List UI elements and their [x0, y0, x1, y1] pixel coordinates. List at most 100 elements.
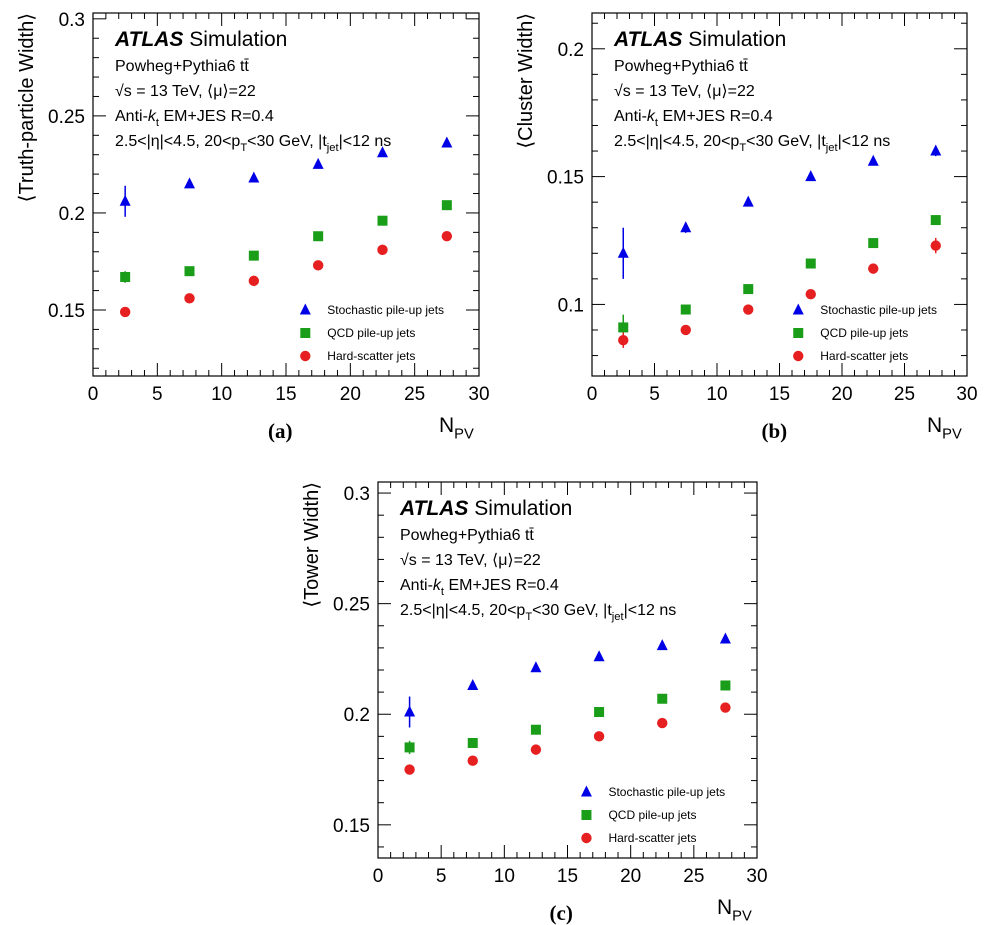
selection-label-part: 2.5<|η|<4.5, 20<p — [400, 602, 525, 619]
data-point-triangle — [719, 632, 731, 644]
data-point-square — [805, 258, 816, 269]
selection-label-part: <30 GeV, |t — [532, 602, 612, 619]
panel-label: (c) — [550, 901, 573, 925]
algorithm-label-part: Anti- — [614, 108, 647, 125]
y-axis-label: ⟨Tower Width⟩ — [301, 482, 323, 608]
x-axis-label: NPV — [439, 414, 474, 442]
x-tick-label: 30 — [746, 866, 767, 887]
data-point-triangle — [593, 650, 605, 662]
data-point-circle — [805, 288, 816, 300]
algorithm-label: Anti-kt EM+JES R=0.4 — [400, 577, 559, 598]
data-point-square — [377, 215, 388, 226]
data-point-square — [313, 231, 324, 242]
legend-label: QCD pile-up jets — [608, 808, 696, 822]
x-axis-label-part: PV — [942, 426, 962, 442]
y-tick-label: 0.3 — [344, 484, 370, 505]
legend-label: Stochastic pile-up jets — [327, 303, 444, 317]
algorithm-label-part: EM+JES R=0.4 — [159, 108, 274, 125]
data-point-circle — [930, 240, 941, 251]
data-point-triangle — [404, 705, 416, 717]
data-point-triangle — [805, 170, 817, 182]
data-point-circle — [593, 731, 605, 742]
legend-marker-circle — [793, 350, 804, 362]
y-tick-label: 0.3 — [59, 10, 85, 31]
x-tick-label: 15 — [769, 384, 790, 405]
x-tick-label: 5 — [649, 384, 660, 405]
x-tick-label: 0 — [373, 866, 384, 887]
x-tick-label: 20 — [340, 384, 361, 405]
legend-label: Hard-scatter jets — [820, 349, 908, 363]
x-tick-label: 25 — [683, 866, 704, 887]
x-axis-label: NPV — [717, 896, 752, 924]
data-point-triangle — [656, 639, 668, 651]
y-tick-label: 0.25 — [333, 595, 370, 616]
data-point-triangle — [377, 146, 388, 158]
data-point-square — [680, 304, 691, 315]
data-point-triangle — [680, 221, 692, 233]
data-point-circle — [743, 304, 754, 315]
simulation-word: Simulation — [183, 28, 287, 51]
data-point-square — [868, 238, 879, 249]
panel-label: (a) — [268, 419, 293, 443]
series-triangle — [119, 136, 453, 217]
selection-label-part: T — [240, 142, 247, 154]
data-point-circle — [868, 263, 879, 274]
data-point-circle — [467, 755, 478, 766]
x-tick-label: 5 — [436, 866, 447, 887]
x-tick-label: 0 — [587, 384, 598, 405]
x-axis-label-part: N — [927, 414, 942, 437]
algorithm-label-part: Anti- — [115, 108, 148, 125]
data-point-circle — [657, 717, 668, 729]
y-tick-label: 0.1 — [558, 295, 584, 316]
x-tick-label: 25 — [894, 384, 915, 405]
generator-label: Powheg+Pythia6 tt̄ — [614, 58, 748, 75]
selection-label-part: |<12 ns — [339, 133, 392, 150]
legend-marker-square — [581, 810, 592, 820]
series-circle — [119, 231, 453, 318]
x-axis-label: NPV — [927, 414, 962, 442]
series-square — [120, 200, 452, 283]
legend-marker-circle — [300, 350, 311, 362]
legend-marker-triangle — [792, 303, 804, 315]
data-point-square — [184, 266, 195, 277]
selection-label-part: T — [525, 611, 532, 623]
algorithm-label-part: EM+JES R=0.4 — [444, 577, 559, 594]
y-tick-label: 0.2 — [558, 40, 584, 61]
data-point-triangle — [441, 136, 453, 148]
data-point-square — [657, 693, 668, 704]
data-point-square — [743, 284, 754, 295]
selection-label-part: T — [739, 142, 746, 154]
series-circle — [404, 702, 731, 775]
atlas-label: ATLAS Simulation — [114, 28, 287, 51]
atlas-label: ATLAS Simulation — [613, 28, 786, 51]
x-tick-label: 10 — [211, 384, 232, 405]
data-point-circle — [377, 244, 388, 256]
energy-label: √s = 13 TeV, ⟨μ⟩=22 — [115, 83, 256, 100]
data-point-circle — [680, 324, 691, 336]
series-triangle — [617, 144, 942, 279]
algorithm-label-part: Anti- — [400, 577, 433, 594]
x-tick-label: 15 — [557, 866, 578, 887]
data-point-circle — [530, 744, 542, 755]
panel-c: 0 5 10 15 20 25 30 0.15 0.2 0.25 0.3 ⟨Tower Width⟩ N… — [301, 481, 768, 925]
selection-label-part: jet — [326, 142, 340, 154]
data-point-triangle — [617, 246, 629, 258]
data-point-circle — [404, 764, 415, 775]
data-point-triangle — [742, 195, 754, 207]
algorithm-label-part: EM+JES R=0.4 — [658, 108, 773, 125]
panel-label: (b) — [762, 419, 788, 443]
series-square — [618, 215, 941, 341]
legend-marker-square — [793, 328, 804, 338]
algorithm-label-part: t — [156, 117, 160, 129]
data-point-square — [530, 724, 541, 735]
data-point-triangle — [530, 661, 542, 673]
algorithm-label-part: t — [441, 586, 445, 598]
selection-label-part: jet — [825, 142, 839, 154]
atlas-word: ATLAS — [114, 28, 183, 51]
legend-marker-triangle — [580, 785, 592, 797]
x-tick-label: 10 — [494, 866, 515, 887]
algorithm-label-part: k — [148, 108, 157, 125]
series-circle — [618, 237, 941, 348]
atlas-label: ATLAS Simulation — [399, 497, 572, 520]
